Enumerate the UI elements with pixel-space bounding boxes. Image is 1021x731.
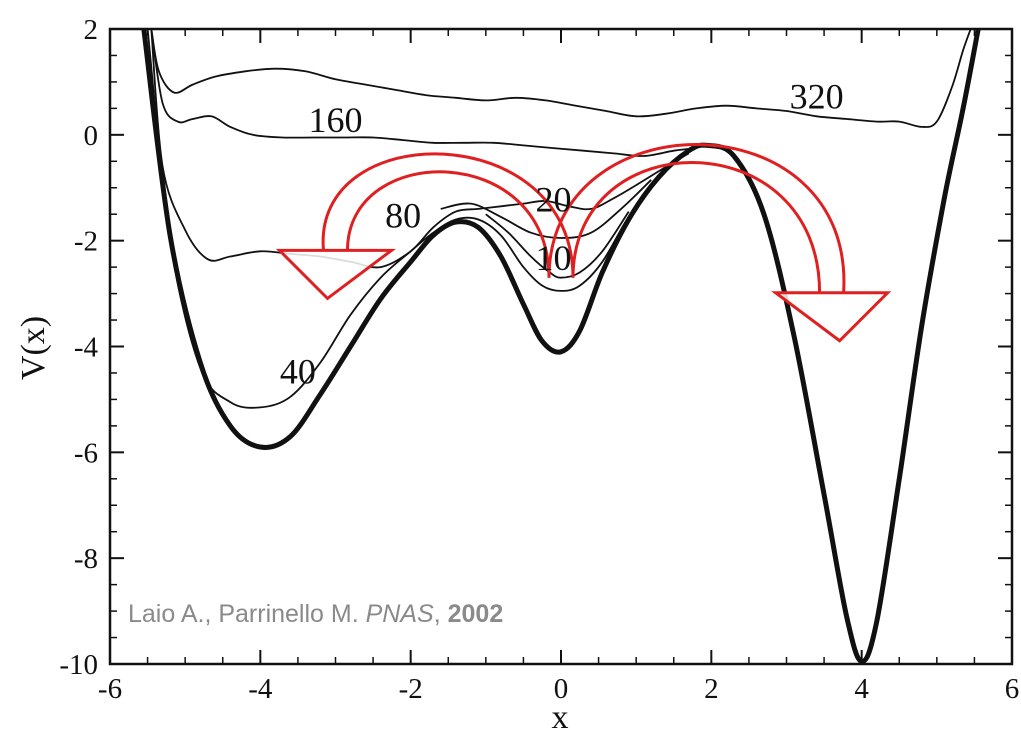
y-tick-label: -6	[74, 437, 98, 469]
citation-authors: Laio A., Parrinello M.	[128, 600, 359, 628]
y-axis-title: V(x)	[15, 316, 52, 380]
tick-labels: -6 -4 -2 0 2 4 620-2-4-6-8-10	[59, 14, 1019, 705]
plot-frame	[108, 27, 1014, 666]
x-tick-label: 6	[1005, 673, 1020, 705]
red-arrows	[275, 143, 892, 343]
curve-label-20: 20	[535, 180, 571, 220]
curve-label-320: 320	[790, 76, 844, 116]
potential-curve	[141, 28, 981, 664]
citation-journal: PNAS	[365, 600, 434, 628]
arrow-head	[771, 291, 892, 343]
curve-labels: 320 160 80 40 20 10	[280, 76, 844, 391]
x-tick-label: 0	[554, 673, 569, 705]
y-tick-label: 2	[84, 14, 99, 46]
y-tick-label: -4	[74, 332, 99, 364]
arrow-band-inner	[346, 170, 551, 278]
biased-curve-10	[485, 211, 630, 279]
tick-marks	[109, 28, 1013, 665]
x-tick-label: 2	[704, 673, 719, 705]
y-tick-label: -2	[74, 226, 98, 258]
curve-label-10: 10	[535, 238, 571, 278]
y-tick-label: 0	[84, 120, 99, 152]
arrow-head	[275, 248, 397, 301]
arrow-band-outer	[321, 152, 575, 278]
citation: Laio A., Parrinello M. PNAS, 2002	[128, 600, 503, 629]
citation-year: 2002	[447, 600, 504, 628]
y-tick-label: -10	[59, 649, 98, 681]
biased-curve-40	[146, 28, 980, 663]
x-tick-label: -4	[248, 673, 273, 705]
citation-separator: ,	[433, 600, 448, 628]
x-tick-label: -2	[399, 673, 423, 705]
x-tick-label: 4	[854, 673, 869, 705]
arrow-band-inner	[571, 161, 822, 293]
curve-label-160: 160	[309, 100, 363, 140]
y-tick-label: -8	[74, 543, 98, 575]
curve-label-40: 40	[280, 352, 316, 392]
x-tick-label: -6	[98, 673, 122, 705]
biased-curve-160	[150, 28, 697, 157]
curve-label-80: 80	[385, 195, 421, 235]
biased-curve-320	[150, 28, 972, 128]
biased-curve-20	[440, 179, 652, 239]
x-axis-title: x	[552, 699, 569, 731]
curves	[141, 28, 981, 664]
arrow-band-outer	[547, 143, 846, 293]
